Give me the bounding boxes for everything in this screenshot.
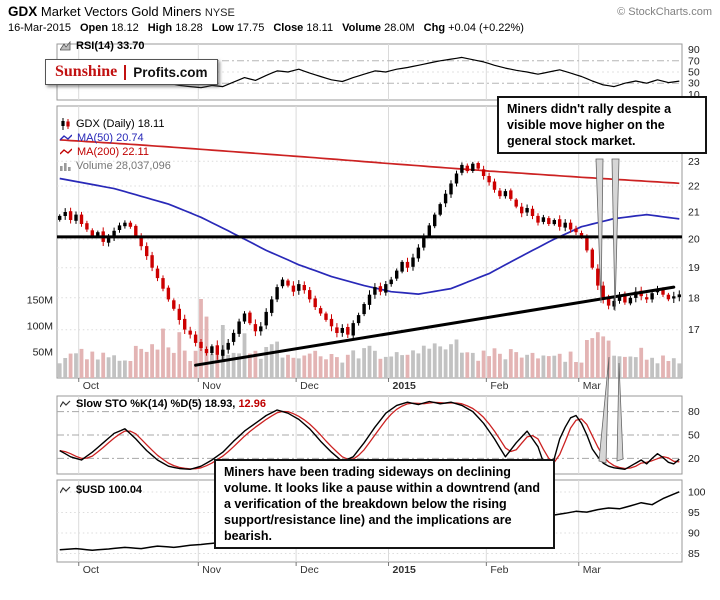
svg-text:100: 100 bbox=[688, 487, 706, 499]
quote-change: Chg +0.04 (+0.22%) bbox=[423, 22, 524, 34]
security-name: Market Vectors Gold Miners bbox=[40, 4, 202, 19]
quote-volume: Volume 28.0M bbox=[342, 22, 415, 34]
svg-text:23: 23 bbox=[688, 156, 700, 168]
sto-label: Slow STO %K(14) %D(5) 18.93, 12.96 bbox=[60, 398, 266, 410]
axis-labels: 9070503010232221201918178050201009590851… bbox=[27, 44, 706, 560]
stochastic-lines bbox=[59, 400, 680, 470]
svg-text:50M: 50M bbox=[33, 347, 53, 359]
svg-text:30: 30 bbox=[688, 78, 700, 90]
svg-text:95: 95 bbox=[688, 507, 700, 519]
svg-text:80: 80 bbox=[688, 406, 700, 418]
logo-sunshine: Sunshine bbox=[55, 63, 118, 80]
svg-text:Mar: Mar bbox=[583, 380, 602, 392]
svg-text:Dec: Dec bbox=[300, 380, 319, 392]
price-legend: GDX (Daily) 18.11 MA(50) 20.74 MA(200) 2… bbox=[60, 118, 171, 172]
svg-text:50: 50 bbox=[688, 430, 700, 442]
svg-text:Dec: Dec bbox=[300, 564, 319, 576]
quote-date: 16-Mar-2015 bbox=[8, 22, 71, 34]
legend-ma50: MA(50) 20.74 bbox=[60, 132, 171, 144]
sunshine-profits-logo: Sunshine Profits.com bbox=[45, 59, 218, 85]
svg-text:10: 10 bbox=[688, 89, 700, 101]
volume-bars-icon bbox=[60, 161, 71, 171]
quote-close: Close 18.11 bbox=[273, 22, 334, 34]
svg-text:150M: 150M bbox=[27, 295, 53, 307]
legend-volume: Volume 28,037,096 bbox=[60, 160, 171, 172]
logo-divider bbox=[124, 64, 127, 80]
usd-label: $USD 100.04 bbox=[60, 484, 142, 496]
legend-gdx: GDX (Daily) 18.11 bbox=[60, 118, 171, 130]
candlestick-series bbox=[58, 161, 681, 361]
month-labels: Oct Oct Nov Nov Dec Dec 2015 2015 Feb Feb Mar Mar bbox=[78, 378, 602, 576]
svg-text:21: 21 bbox=[688, 206, 700, 218]
svg-text:70: 70 bbox=[688, 55, 700, 67]
copyright: © StockCharts.com bbox=[617, 6, 712, 18]
quote-low: Low 17.75 bbox=[211, 22, 265, 34]
quote-open: Open 18.12 bbox=[79, 22, 139, 34]
svg-text:100M: 100M bbox=[27, 321, 53, 333]
svg-text:19: 19 bbox=[688, 262, 700, 274]
svg-text:Oct: Oct bbox=[83, 564, 99, 576]
indicator-line-icon bbox=[60, 485, 71, 495]
indicator-area-icon bbox=[60, 41, 71, 51]
svg-text:50: 50 bbox=[688, 67, 700, 79]
svg-text:2015: 2015 bbox=[393, 380, 417, 392]
candlestick-icon bbox=[60, 118, 71, 130]
svg-text:2015: 2015 bbox=[393, 564, 417, 576]
ma200-line-icon bbox=[60, 148, 72, 156]
quote-line: 16-Mar-2015 Open 18.12 High 18.28 Low 17… bbox=[8, 22, 524, 34]
exchange-label: NYSE bbox=[204, 7, 235, 19]
callout-arrows bbox=[595, 158, 624, 464]
legend-ma200: MA(200) 22.11 bbox=[60, 146, 171, 158]
svg-text:22: 22 bbox=[688, 181, 700, 193]
gridlines bbox=[57, 44, 682, 562]
indicator-line-icon bbox=[60, 399, 71, 409]
svg-text:20: 20 bbox=[688, 453, 700, 465]
trendlines bbox=[57, 235, 682, 367]
ticker-symbol: GDX bbox=[8, 4, 38, 19]
svg-text:18: 18 bbox=[688, 292, 700, 304]
svg-text:90: 90 bbox=[688, 528, 700, 540]
svg-text:90: 90 bbox=[688, 44, 700, 56]
svg-text:Feb: Feb bbox=[490, 564, 508, 576]
logo-profits: Profits.com bbox=[133, 64, 208, 80]
svg-text:Mar: Mar bbox=[583, 564, 602, 576]
svg-text:Nov: Nov bbox=[202, 380, 221, 392]
annotation-bearish: Miners have been trading sideways on dec… bbox=[214, 459, 555, 549]
svg-text:Nov: Nov bbox=[202, 564, 221, 576]
chart-header: GDX Market Vectors Gold Miners NYSE bbox=[8, 4, 235, 19]
quote-high: High 18.28 bbox=[147, 22, 203, 34]
svg-text:Feb: Feb bbox=[490, 380, 508, 392]
svg-text:20: 20 bbox=[688, 234, 700, 246]
rsi-label: RSI(14) 33.70 bbox=[60, 40, 145, 52]
svg-text:85: 85 bbox=[688, 548, 700, 560]
svg-text:17: 17 bbox=[688, 324, 700, 336]
annotation-no-rally: Miners didn't rally despite a visible mo… bbox=[497, 96, 707, 154]
svg-text:Oct: Oct bbox=[83, 380, 99, 392]
ma50-line-icon bbox=[60, 134, 72, 142]
